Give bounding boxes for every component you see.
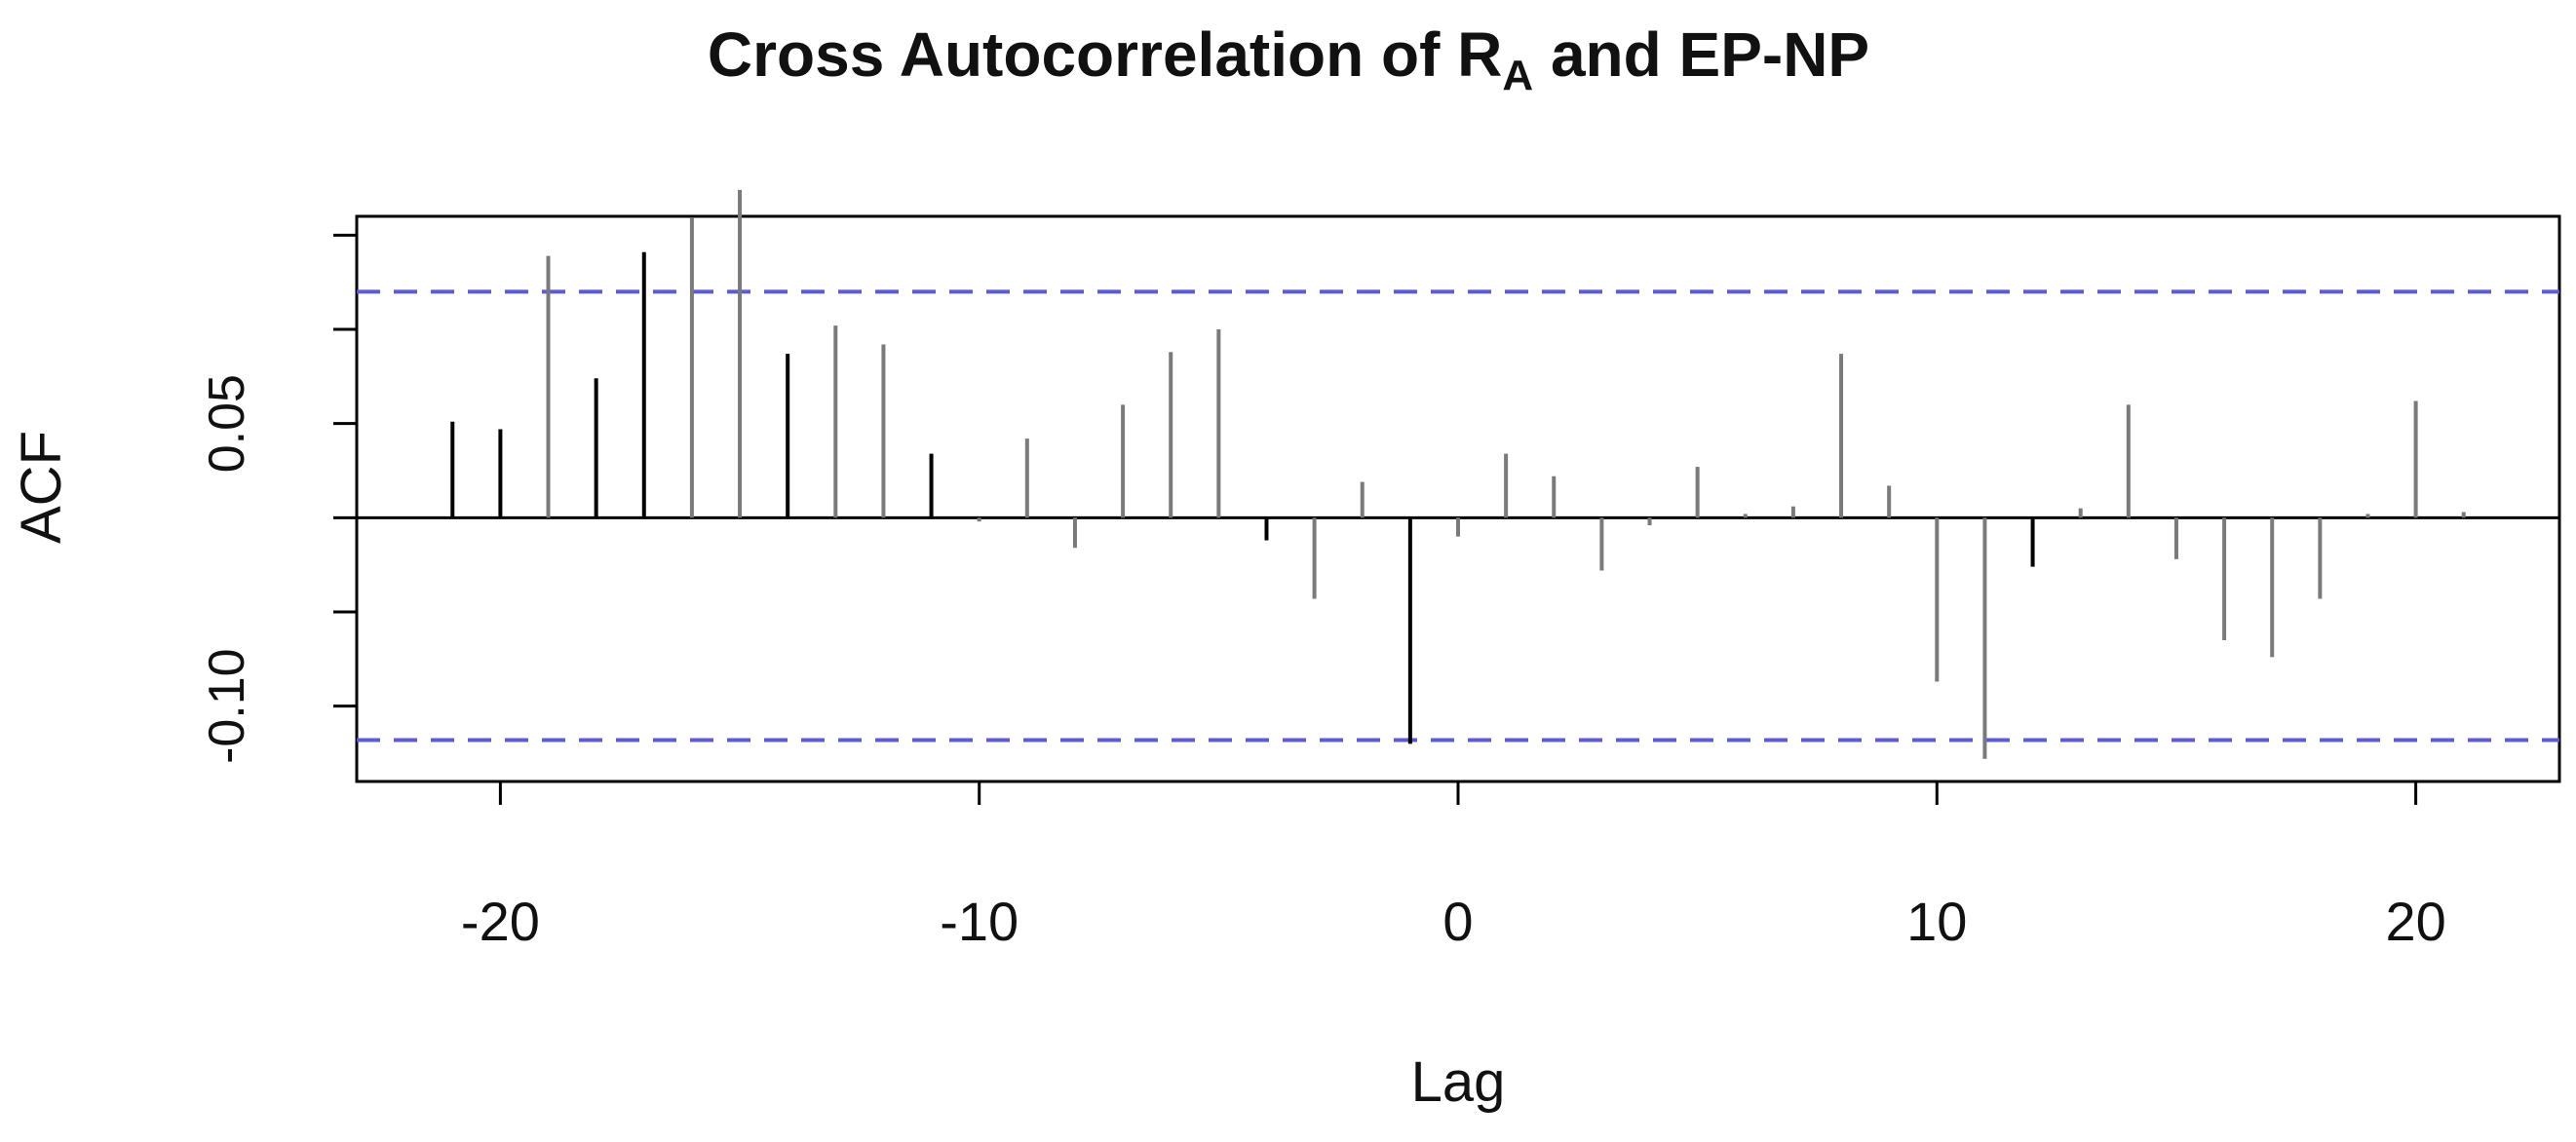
y-axis-label: ACF (10, 431, 73, 544)
y-axis: -0.10 0.05 (199, 233, 357, 764)
y-tick-label: 0.05 (199, 374, 255, 473)
chart-title: Cross Autocorrelation of RA and EP-NP (708, 19, 1869, 99)
y-tick-label: -0.10 (199, 648, 255, 764)
x-tick-label: 0 (1442, 891, 1473, 952)
chart-title-main: Cross Autocorrelation of R (708, 19, 1502, 90)
chart-title-suffix: and EP-NP (1533, 19, 1869, 90)
chart-title-subscript: A (1502, 52, 1533, 99)
plot-frame (355, 214, 2561, 783)
x-axis: -20 -10 0 10 20 (461, 781, 2446, 952)
acf-bars (450, 189, 2466, 759)
x-tick-label: 10 (1906, 891, 1967, 952)
x-tick-label: 20 (2385, 891, 2445, 952)
x-tick-label: -20 (461, 891, 540, 952)
x-tick-label: -10 (940, 891, 1019, 952)
x-axis-label: Lag (1411, 1050, 1506, 1114)
